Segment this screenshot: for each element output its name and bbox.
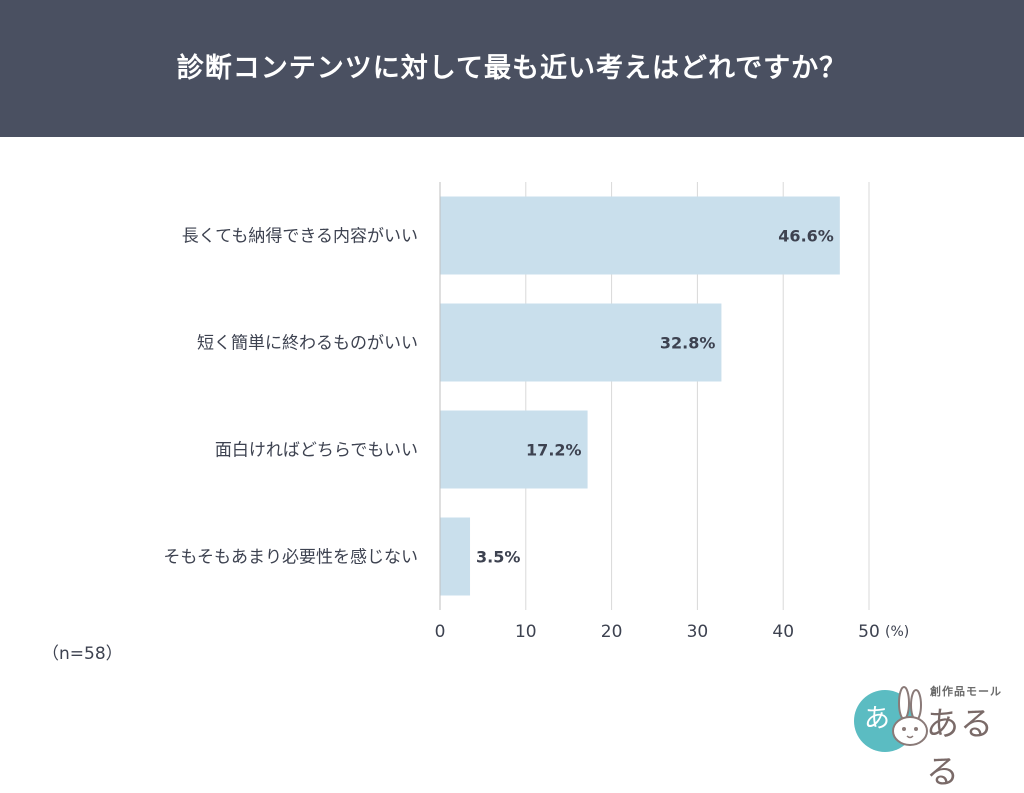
data-label: 3.5% bbox=[476, 548, 520, 567]
x-tick-label: 40 bbox=[772, 622, 794, 642]
header: 診断コンテンツに対して最も近い考えはどれですか？ bbox=[0, 0, 1024, 137]
category-label: 面白ければどちらでもいい bbox=[215, 441, 418, 461]
category-label: 短く簡単に終わるものがいい bbox=[197, 334, 418, 354]
bar bbox=[440, 303, 722, 382]
svg-text:あ: あ bbox=[864, 704, 890, 734]
sample-size-label: （n=58） bbox=[42, 644, 123, 664]
logo-subtitle: 創作品モール bbox=[930, 685, 1002, 698]
data-label: 17.2% bbox=[526, 441, 582, 460]
chart-title: 診断コンテンツに対して最も近い考えはどれですか？ bbox=[176, 53, 848, 84]
bar bbox=[440, 410, 588, 489]
data-label: 32.8% bbox=[660, 334, 716, 353]
category-label: そもそもあまり必要性を感じない bbox=[163, 548, 418, 568]
bar bbox=[440, 517, 471, 596]
x-tick-label: 20 bbox=[601, 622, 623, 642]
x-tick-label: 30 bbox=[687, 622, 709, 642]
category-label: 長くても納得できる内容がいい bbox=[182, 227, 418, 247]
x-axis-unit: (%) bbox=[885, 624, 909, 640]
rabbit-logo-icon: あ bbox=[854, 686, 928, 752]
logo-name: あるる bbox=[926, 704, 994, 791]
bar bbox=[440, 196, 840, 275]
x-tick-label: 10 bbox=[515, 622, 537, 642]
bar-chart: 0 10 20 30 40 50 (%) 長くても納得できる内容がいい 46.6% 短く簡単に終わ… bbox=[163, 182, 909, 642]
x-tick-label: 50 bbox=[858, 622, 880, 642]
brand-logo: あ 創作品モール あるる bbox=[852, 683, 1012, 791]
data-label: 46.6% bbox=[778, 227, 834, 246]
x-tick-label: 0 bbox=[435, 622, 446, 642]
